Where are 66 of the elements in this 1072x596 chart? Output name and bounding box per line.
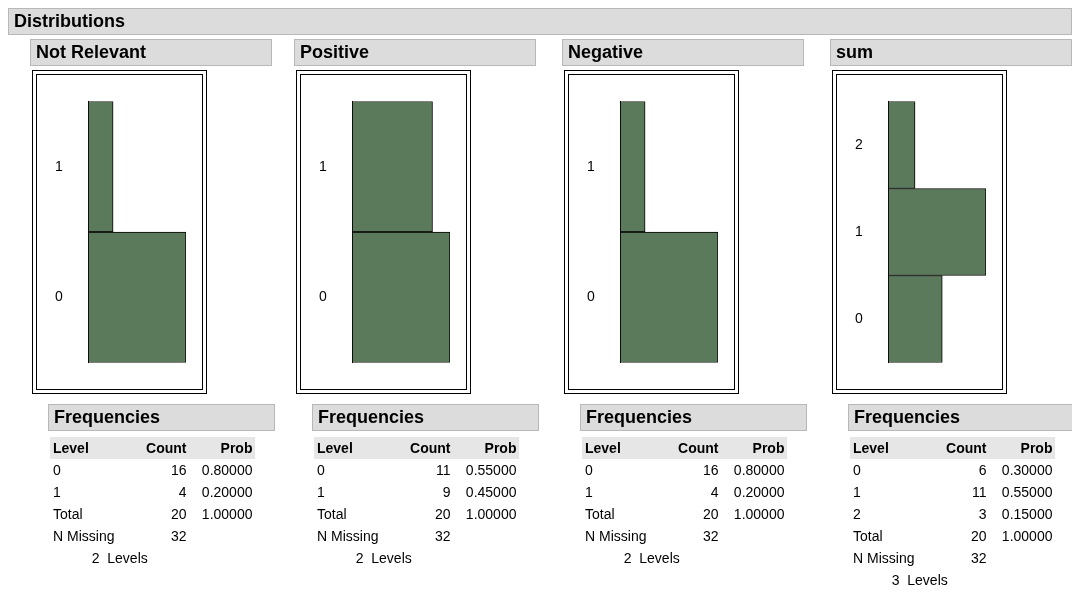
text: N Missing (52, 527, 116, 546)
text: 3 (977, 505, 988, 524)
text: Level (852, 439, 890, 458)
text: 1.00000 (732, 505, 786, 524)
text: 32 (969, 549, 988, 568)
text: 4 (177, 483, 188, 502)
text: Total (52, 505, 84, 524)
text: 32 (433, 527, 452, 546)
text: 9 (441, 483, 452, 502)
text: 0.20000 (732, 483, 786, 502)
text: 2 Levels (622, 549, 681, 568)
chart-subtitle: Negative (562, 39, 804, 66)
text: Total (852, 527, 884, 546)
text: 0.20000 (200, 483, 254, 502)
y-tick-label: 2 (854, 135, 863, 152)
text: 20 (169, 505, 188, 524)
text: Frequencies (848, 404, 1072, 431)
text: Frequencies (48, 404, 275, 431)
text: 0.55000 (464, 461, 518, 480)
text: 0.55000 (1000, 483, 1054, 502)
text: 2 Levels (354, 549, 413, 568)
text: 6 (977, 461, 988, 480)
text: 11 (434, 461, 452, 480)
text: Level (316, 439, 354, 458)
y-tick-label: 0 (854, 309, 863, 326)
text: Total (316, 505, 348, 524)
text: Prob (751, 439, 786, 458)
y-tick-label: 1 (854, 222, 863, 239)
text: N Missing (584, 527, 648, 546)
text: Total (584, 505, 616, 524)
chart-subtitle: Positive (294, 39, 536, 66)
text: 4 (709, 483, 720, 502)
text: 1.00000 (464, 505, 518, 524)
text: 0.80000 (200, 461, 254, 480)
text: 11 (970, 483, 988, 502)
text: 1.00000 (1000, 527, 1054, 546)
text: 16 (701, 461, 720, 480)
text: Level (52, 439, 90, 458)
text: N Missing (316, 527, 380, 546)
text: Level (584, 439, 622, 458)
text: Prob (219, 439, 254, 458)
text: 16 (169, 461, 188, 480)
text: 2 Levels (90, 549, 149, 568)
text: Count (409, 439, 452, 458)
text: 0.15000 (1000, 505, 1054, 524)
text: 20 (433, 505, 452, 524)
text: N Missing (852, 549, 916, 568)
text: 20 (969, 527, 988, 546)
text: 20 (701, 505, 720, 524)
text: Count (677, 439, 720, 458)
text: 1.00000 (200, 505, 254, 524)
text: Count (945, 439, 988, 458)
text: 0.45000 (464, 483, 518, 502)
text: Prob (483, 439, 518, 458)
text: 0.80000 (732, 461, 786, 480)
text: Prob (1019, 439, 1054, 458)
text: 3 Levels (890, 571, 949, 590)
chart-title: Distributions (8, 8, 1072, 35)
text: 32 (701, 527, 720, 546)
chart-subtitle: sum (830, 39, 1072, 66)
text: 32 (169, 527, 188, 546)
text: 0.30000 (1000, 461, 1054, 480)
text: Frequencies (312, 404, 539, 431)
text: Count (145, 439, 188, 458)
chart-subtitle: Not Relevant (30, 39, 272, 66)
text: Frequencies (580, 404, 807, 431)
